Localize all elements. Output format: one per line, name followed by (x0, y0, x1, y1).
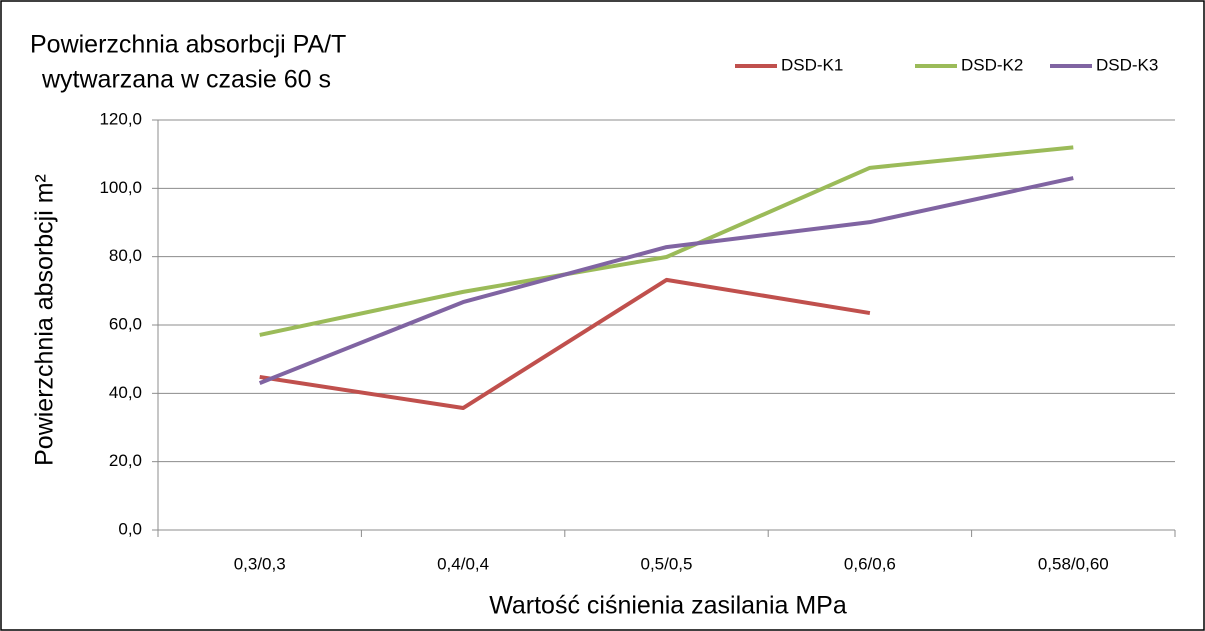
x-tick-label: 0,3/0,3 (234, 554, 286, 573)
x-tick-label: 0,58/0,60 (1038, 554, 1109, 573)
y-tick-label: 80,0 (109, 246, 142, 265)
y-tick-label: 60,0 (109, 314, 142, 333)
y-tick-label: 0,0 (118, 519, 142, 538)
chart-title: Powierzchnia absorbcji PA/T (30, 31, 346, 59)
data-line (258, 176, 1074, 385)
legend-label: DSD-K1 (781, 55, 843, 74)
y-tick-label: 100,0 (99, 178, 142, 197)
data-line (259, 277, 871, 411)
x-tick-label: 0,5/0,5 (641, 554, 693, 573)
chart-title: wytwarzana w czasie 60 s (41, 66, 331, 94)
y-tick-label: 20,0 (109, 451, 142, 470)
x-tick-label: 0,6/0,6 (844, 554, 896, 573)
legend-label: DSD-K2 (961, 55, 1023, 74)
x-axis-title: Wartość ciśnienia zasilania MPa (489, 592, 847, 620)
y-tick-label: 40,0 (109, 383, 142, 402)
y-axis-title: Powierzchnia absorbcji m² (31, 174, 59, 466)
legend-label: DSD-K3 (1096, 55, 1158, 74)
data-line (259, 145, 1074, 337)
y-tick-label: 120,0 (99, 109, 142, 128)
x-tick-label: 0,4/0,4 (437, 554, 489, 573)
